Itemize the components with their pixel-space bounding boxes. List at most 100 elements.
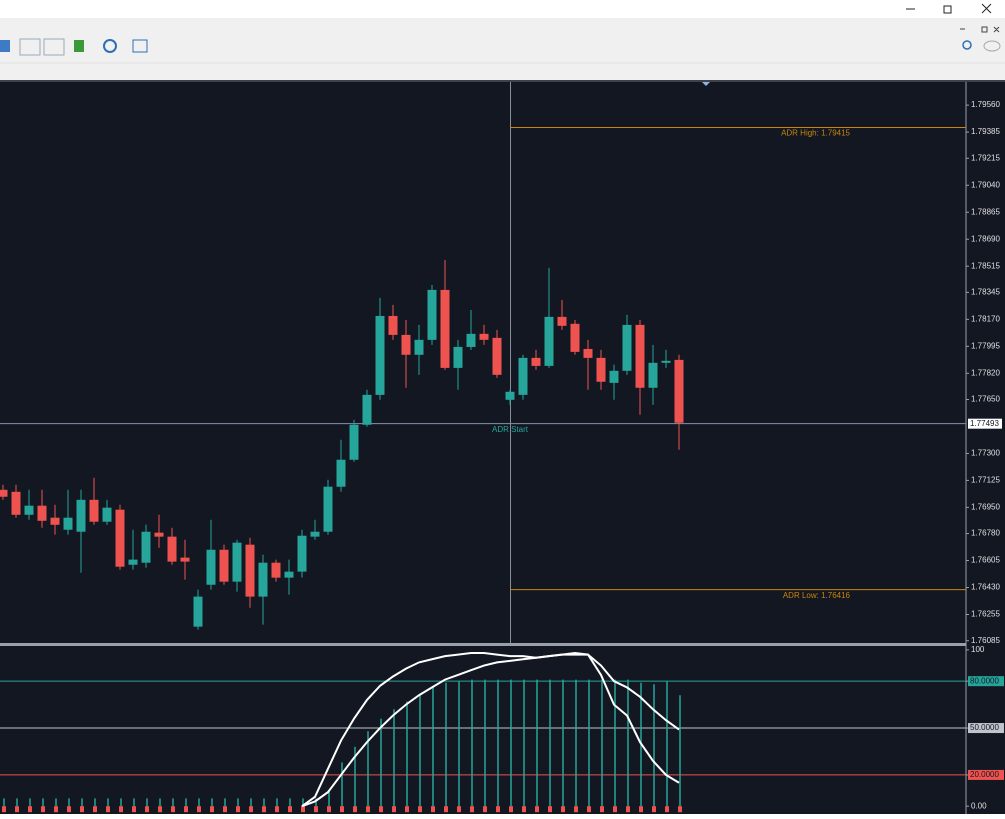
histogram-foot — [210, 806, 214, 813]
candle-body — [544, 316, 554, 366]
chat-icon[interactable] — [983, 40, 1001, 52]
histogram-foot — [197, 806, 201, 813]
candle-body — [531, 357, 541, 366]
template-icon[interactable] — [132, 39, 148, 53]
candle-body — [336, 459, 346, 487]
candle-body — [414, 339, 424, 355]
y-tick-label: 1.77300 — [971, 449, 1000, 458]
histogram-foot — [535, 806, 539, 813]
layout-icon[interactable] — [0, 40, 10, 52]
candle-body — [128, 559, 138, 565]
histogram-foot — [665, 806, 669, 813]
candle-body — [206, 549, 216, 585]
candle-body — [635, 324, 645, 388]
y-tick-label: 1.78345 — [971, 287, 1000, 296]
candle-body — [479, 333, 489, 340]
candle-body — [375, 315, 385, 395]
add-icon[interactable] — [74, 40, 84, 52]
histogram-foot — [158, 806, 162, 813]
indicator-line — [301, 652, 680, 807]
y-tick-label: 1.79215 — [971, 153, 1000, 162]
histogram-foot — [405, 806, 409, 813]
y-tick-label: 1.77995 — [971, 341, 1000, 350]
y-tick-label: 50.0000 — [970, 723, 999, 732]
current-price-label: 1.77493 — [970, 419, 999, 428]
candle-body — [661, 360, 671, 363]
y-tick-label: 1.78690 — [971, 234, 1000, 243]
histogram-foot — [574, 806, 578, 813]
toolbar-icons — [0, 26, 1001, 56]
search-icon[interactable] — [962, 40, 972, 50]
candle-body — [297, 535, 307, 572]
candle-body — [310, 531, 320, 537]
candle-body — [89, 499, 99, 522]
candle-body — [401, 334, 411, 355]
histogram-foot — [93, 806, 97, 813]
histogram-foot — [496, 806, 500, 813]
histogram-foot — [223, 806, 227, 813]
candle-body — [453, 346, 463, 368]
candle-body — [154, 532, 164, 537]
candle-body — [674, 359, 684, 423]
candle-body — [180, 557, 190, 562]
candle-body — [115, 509, 125, 567]
histogram-foot — [275, 806, 279, 813]
candle-body — [427, 289, 437, 340]
clock-icon[interactable] — [103, 39, 117, 53]
histogram-foot — [236, 806, 240, 813]
chart-area — [0, 80, 1005, 814]
candle-body — [193, 596, 203, 627]
candle-body — [596, 357, 606, 382]
candle-body — [570, 323, 580, 352]
y-tick-label: 80.0000 — [970, 676, 999, 685]
y-tick-label: 1.77650 — [971, 395, 1000, 404]
histogram-foot — [340, 806, 344, 813]
y-tick-label: 1.78515 — [971, 261, 1000, 270]
adr-label: ADR High: 1.79415 — [781, 129, 850, 138]
histogram-foot — [509, 806, 513, 813]
histogram-foot — [145, 806, 149, 813]
y-tick-label: 1.76950 — [971, 502, 1000, 511]
candle-body — [76, 499, 86, 532]
pane-separator — [0, 643, 966, 646]
chart-icon[interactable] — [43, 38, 65, 56]
restore-button[interactable] — [943, 5, 952, 14]
y-tick-label: 1.79040 — [971, 180, 1000, 189]
histogram-foot — [288, 806, 292, 813]
histogram-foot — [483, 806, 487, 813]
histogram-foot — [548, 806, 552, 813]
child-window-controls[interactable] — [960, 26, 1000, 33]
level-box — [968, 676, 1004, 687]
candle-body — [0, 489, 8, 497]
histogram-foot — [353, 806, 357, 813]
histogram-foot — [301, 806, 305, 813]
candle-body — [24, 505, 34, 515]
histogram-foot — [444, 806, 448, 813]
candle-body — [11, 491, 21, 515]
histogram-foot — [522, 806, 526, 813]
y-tick-label: 1.79560 — [971, 100, 1000, 109]
y-tick-label: 1.77125 — [971, 476, 1000, 485]
histogram-foot — [626, 806, 630, 813]
candle-body — [258, 562, 268, 597]
chart-icon[interactable] — [19, 38, 41, 56]
histogram-foot — [249, 806, 253, 813]
histogram-foot — [457, 806, 461, 813]
y-tick-label: 1.76085 — [971, 636, 1000, 645]
y-tick-label: 20.0000 — [970, 770, 999, 779]
y-tick-label: 1.76780 — [971, 529, 1000, 538]
histogram-foot — [2, 806, 6, 813]
candle-body — [440, 289, 450, 368]
close-button[interactable] — [981, 3, 992, 14]
candle-body — [245, 544, 255, 597]
indicator-line — [301, 653, 680, 808]
candle-body — [102, 507, 112, 522]
title-bar — [0, 0, 1005, 18]
histogram-foot — [15, 806, 19, 813]
candle-body — [518, 357, 528, 395]
histogram-foot — [327, 806, 331, 813]
candle-body — [284, 571, 294, 578]
histogram-foot — [119, 806, 123, 813]
candle-body — [388, 315, 398, 335]
